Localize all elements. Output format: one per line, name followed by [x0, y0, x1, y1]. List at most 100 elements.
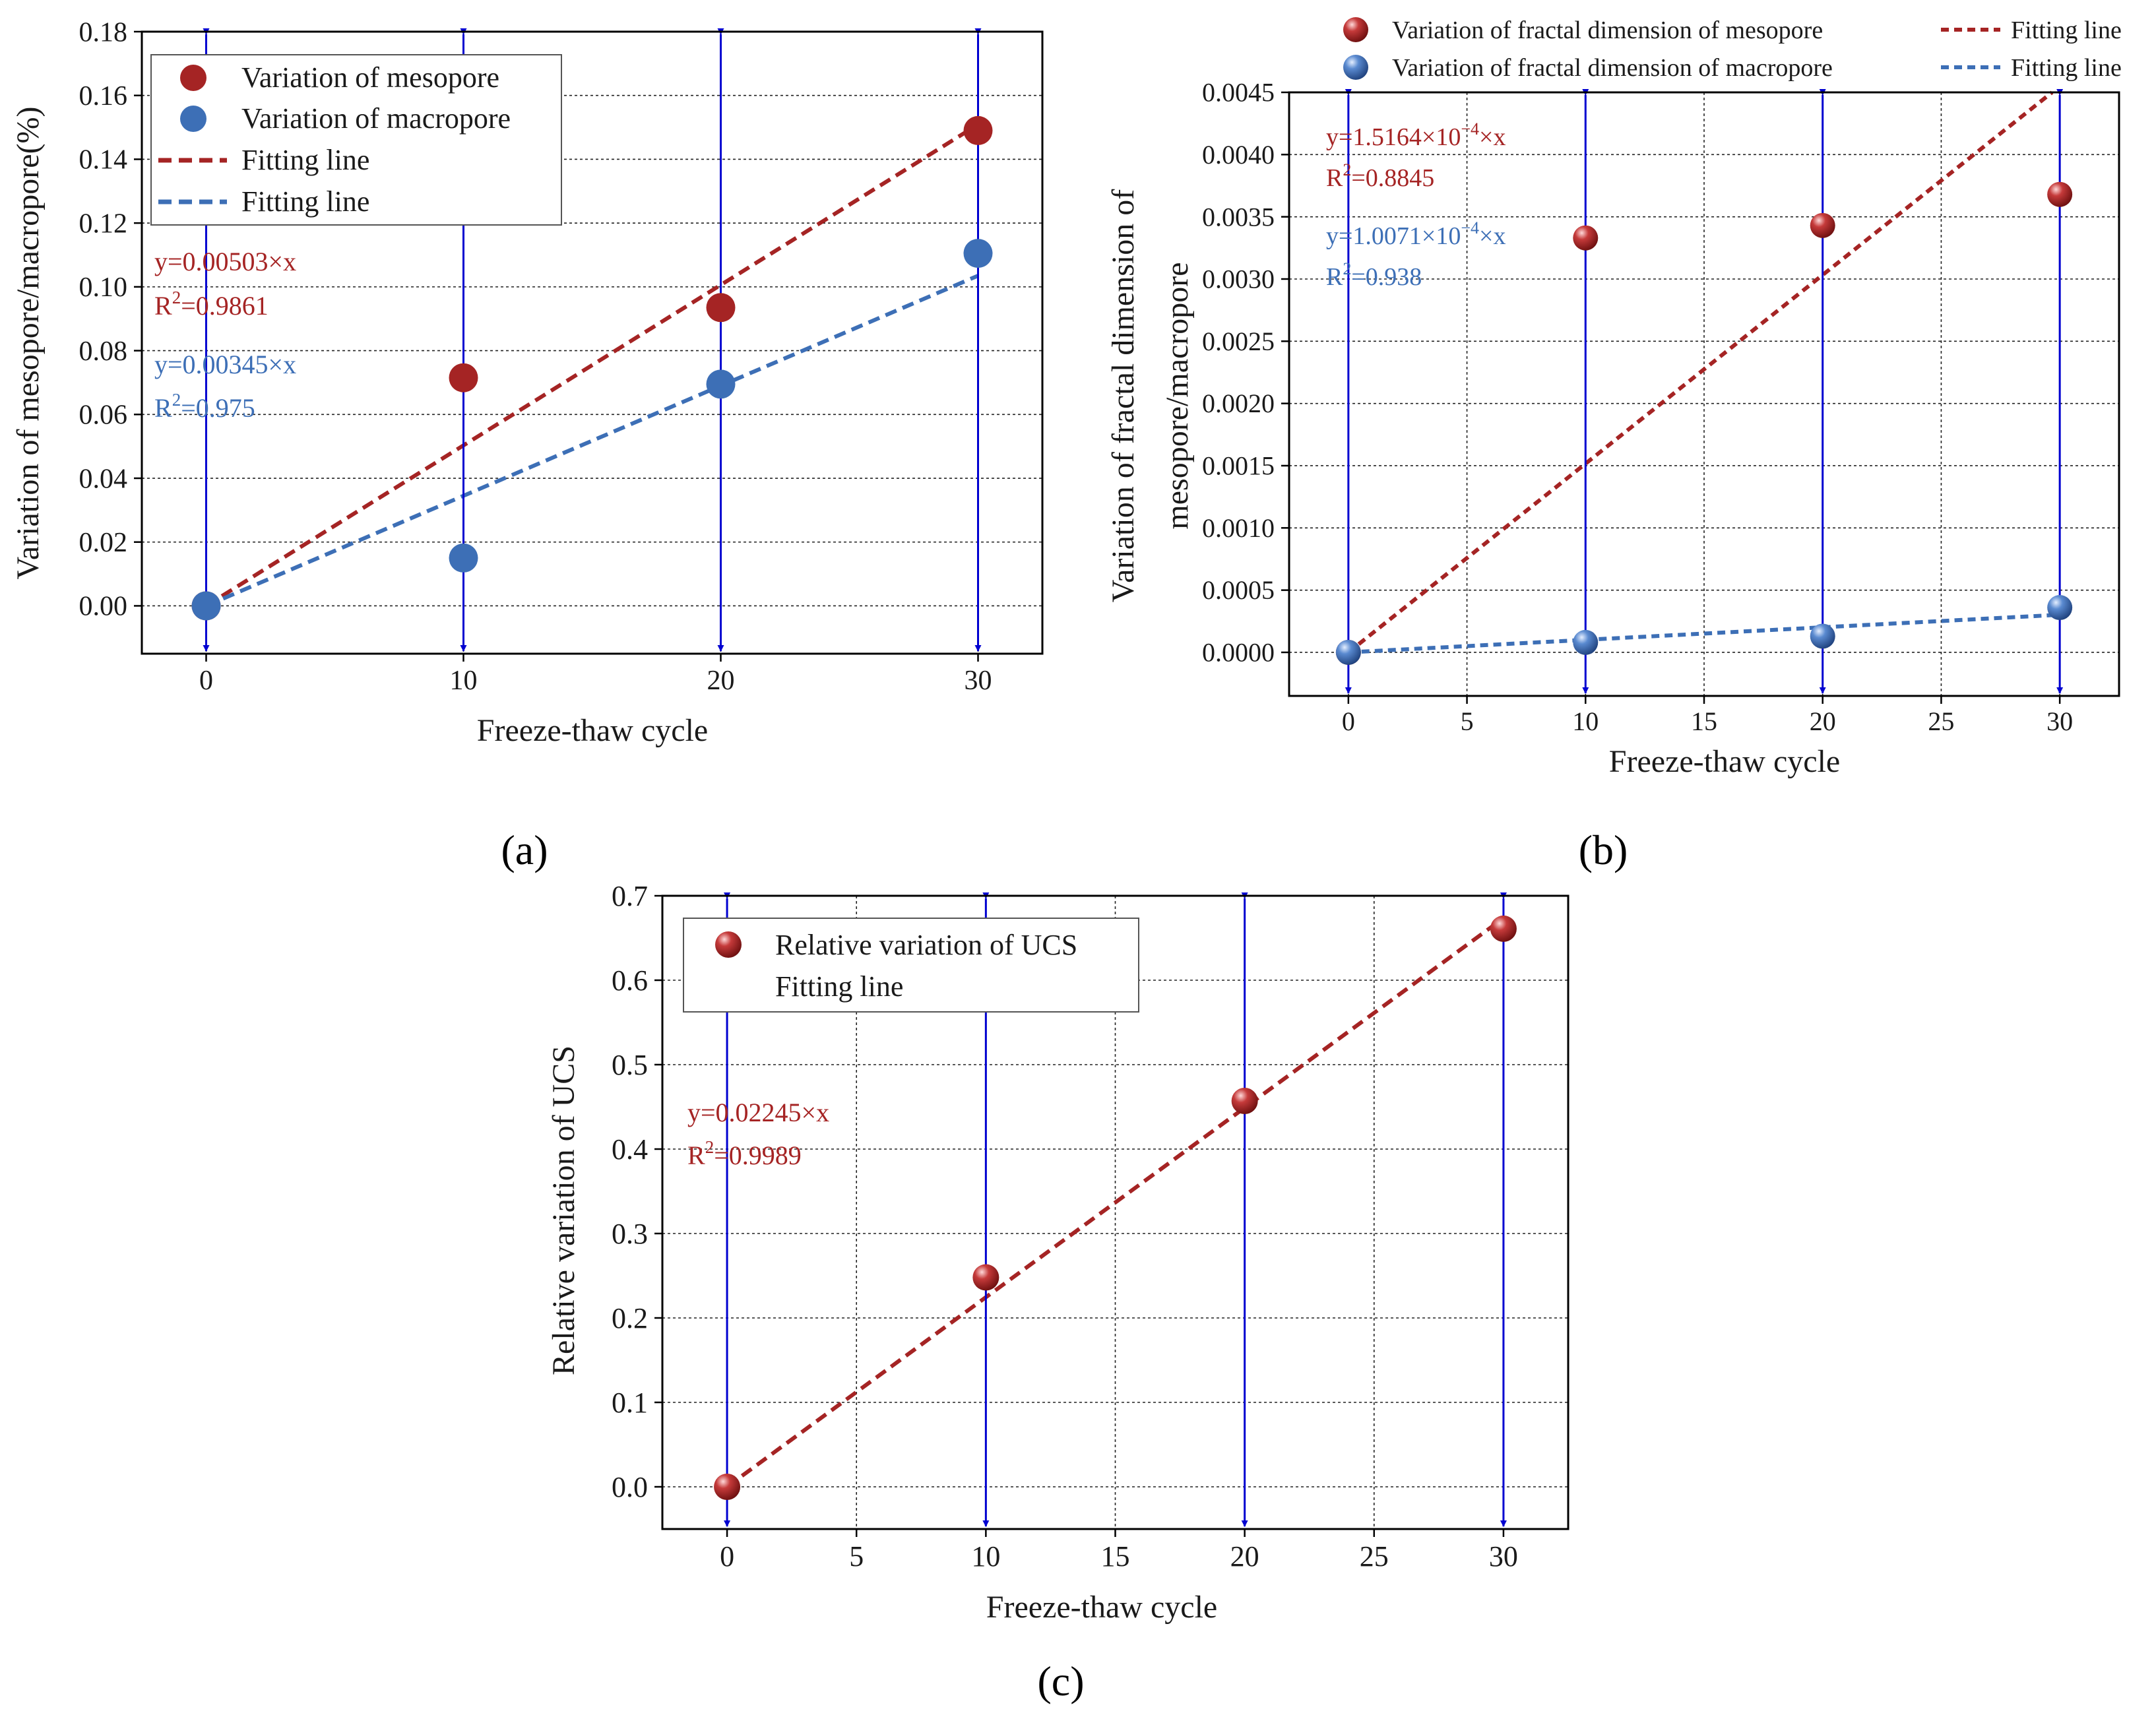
data-points [714, 915, 1517, 1500]
y-tick-label: 0.4 [612, 1133, 648, 1166]
y-tick-label: 0.00 [79, 592, 128, 622]
legend: Relative variation of UCS Fitting line [683, 918, 1139, 1013]
legend-label: Fitting line [241, 144, 369, 176]
y-tick-label: 0.0030 [1202, 265, 1275, 294]
legend-label: Variation of mesopore [241, 61, 499, 94]
legend-box [150, 54, 562, 226]
x-tick-label: 25 [1360, 1540, 1389, 1573]
y-tick-label: 0.0005 [1202, 575, 1275, 605]
x-tick-label: 0 [199, 666, 213, 696]
fit-line [1347, 90, 2054, 654]
x-tick-label: 0 [720, 1540, 734, 1573]
fit-r2-mesopore: R2=0.8845 [1326, 160, 1434, 192]
y-tick-label: 0.16 [79, 81, 128, 111]
y-axis-label: Relative variation of UCS [546, 1046, 581, 1375]
x-tick-label: 10 [971, 1540, 1000, 1573]
data-point [714, 1474, 741, 1500]
fit-line [205, 274, 979, 608]
legend-marker-macropore [180, 106, 206, 132]
x-tick-label: 25 [1928, 706, 1954, 736]
data-point [191, 591, 221, 621]
y-tick-label: 0.6 [612, 964, 648, 997]
data-point [1573, 225, 1599, 251]
legend: Variation of mesopore Variation of macro… [150, 54, 562, 226]
y-tick-label: 0.2 [612, 1302, 648, 1334]
x-tick-label: 30 [965, 666, 992, 696]
legend-label: Fitting line [2011, 16, 2122, 44]
panel-b: 0 5 10 15 20 25 30 0.0000 0.0005 0.0010 0.0015 0.00… [1106, 16, 2122, 873]
x-tick-label: 15 [1691, 706, 1717, 736]
y-axis-label: Variation of mesopore/macropore(%) [11, 106, 46, 579]
y-tick-label: 0.02 [79, 528, 128, 558]
y-tick-label: 0.0 [612, 1471, 648, 1503]
y-tick-label: 0.7 [612, 880, 648, 912]
data-point [1810, 623, 1835, 649]
x-tick-label: 10 [450, 666, 478, 696]
y-tick-label: 0.04 [79, 464, 128, 494]
legend-label: Fitting line [241, 185, 369, 218]
fit-line [205, 123, 980, 608]
x-tick-label: 5 [849, 1540, 864, 1573]
x-axis-label: Freeze-thaw cycle [986, 1590, 1217, 1625]
y-axis-label-line2: mesopore/macropore [1160, 262, 1195, 529]
data-point [706, 369, 736, 399]
x-tick-label: 20 [707, 666, 735, 696]
y-tick-label: 0.06 [79, 400, 128, 431]
y-tick-label: 0.18 [79, 17, 128, 47]
y-tick-label: 0.10 [79, 272, 128, 303]
y-tick-label: 0.0045 [1202, 78, 1275, 108]
y-tick-label: 0.0025 [1202, 327, 1275, 356]
x-tick-label: 20 [1230, 1540, 1259, 1573]
data-point [2047, 595, 2073, 621]
panel-label: (a) [501, 827, 548, 873]
x-axis-label: Freeze-thaw cycle [1609, 744, 1840, 779]
y-tick-label: 0.14 [79, 145, 128, 175]
data-point [449, 363, 478, 392]
x-tick-label: 20 [1810, 706, 1836, 736]
fit-r2-macropore: R2=0.975 [154, 390, 255, 423]
x-tick-label: 5 [1461, 706, 1474, 736]
legend-marker-ucs [715, 931, 742, 958]
data-point [706, 293, 736, 323]
y-tick-label: 0.0040 [1202, 140, 1275, 170]
data-point [449, 543, 478, 573]
data-point [1335, 639, 1361, 665]
y-tick-label: 0.3 [612, 1218, 648, 1250]
y-tick-label: 0.0035 [1202, 202, 1275, 232]
panel-a: 0 10 20 30 0.00 0.02 0.04 0.06 0.08 0.10 0.12 0.14 0… [11, 17, 1044, 873]
data-point [963, 115, 993, 145]
data-point [963, 239, 993, 268]
legend-label: Variation of fractal dimension of macrop… [1392, 54, 1833, 82]
y-tick-label: 0.0000 [1202, 638, 1275, 668]
panel-label: (b) [1579, 827, 1628, 873]
legend-marker-mesopore [180, 65, 206, 91]
y-tick-label: 0.5 [612, 1049, 648, 1081]
fit-lines [1347, 90, 2060, 654]
fit-lines [205, 123, 980, 608]
fit-r2-mesopore: R2=0.9861 [154, 288, 269, 321]
plot-frame [141, 30, 1044, 655]
legend-box [683, 918, 1139, 1013]
fit-equation-macropore: y=0.00345×x [154, 350, 296, 379]
legend-label: Variation of macropore [241, 102, 511, 135]
ticks: 0 5 10 15 20 25 30 0.0 0.1 0.2 0.3 0.4 0.5 0.6 0.7 [612, 880, 1518, 1573]
legend-label: Fitting line [775, 970, 903, 1003]
x-tick-label: 15 [1101, 1540, 1130, 1573]
legend-label: Relative variation of UCS [775, 929, 1077, 961]
y-tick-label: 0.0010 [1202, 513, 1275, 543]
fit-equation-mesopore: y=1.5164×10−4×x [1326, 119, 1506, 151]
data-point [1231, 1088, 1258, 1115]
fit-equation-mesopore: y=0.00503×x [154, 247, 296, 276]
data-point [1490, 915, 1517, 942]
y-axis-label-line1: Variation of fractal dimension of [1106, 189, 1141, 602]
panel-label: (c) [1037, 1658, 1084, 1704]
ticks: 0 10 20 30 0.00 0.02 0.04 0.06 0.08 0.10 0.12 0.14 0… [79, 17, 992, 696]
data-points [1335, 181, 2073, 665]
data-points [191, 115, 993, 621]
y-tick-label: 0.0015 [1202, 451, 1275, 481]
fit-lines [726, 916, 1505, 1489]
y-tick-label: 0.1 [612, 1387, 648, 1419]
panel-c: 0 5 10 15 20 25 30 0.0 0.1 0.2 0.3 0.4 0.5 0.6 0.7 Rel… [546, 880, 1569, 1704]
data-point [1573, 629, 1599, 655]
fit-equation-ucs: y=0.02245×x [687, 1098, 829, 1127]
